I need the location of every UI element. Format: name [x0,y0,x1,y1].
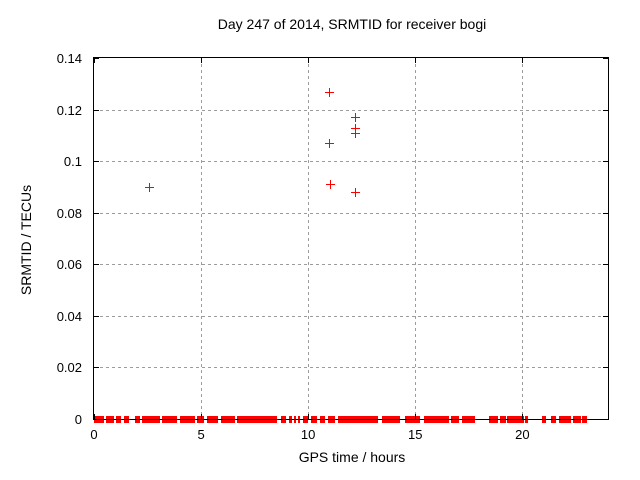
y-tick-label: 0 [74,412,82,427]
x-tick-mark [308,58,310,63]
x-tick-label: 10 [300,427,316,442]
y-tick-mark [94,315,99,317]
y-tick-mark [603,161,608,163]
data-point-marker [324,87,334,97]
x-tick-mark [522,414,524,419]
h-gridline [94,161,608,163]
x-tick-mark [201,58,203,63]
y-tick-label: 0.1 [63,154,82,170]
x-tick-label: 15 [408,427,423,442]
h-gridline [94,367,608,369]
h-gridline [94,212,608,214]
y-tick-mark [94,109,99,111]
x-axis-line-overlay [94,419,608,420]
x-tick-mark [308,414,310,419]
v-gridline [522,58,524,419]
data-point-marker [324,139,334,149]
y-tick-mark [603,367,608,369]
y-tick-mark [603,212,608,214]
data-point-marker [350,123,360,133]
h-gridline [94,264,608,266]
x-tick-label: 0 [90,427,98,442]
x-tick-mark [415,414,417,419]
y-tick-label: 0.14 [56,51,82,66]
y-tick-mark [94,212,99,214]
y-tick-mark [94,419,99,420]
plot-area [93,57,609,423]
v-gridline [201,58,203,419]
x-tick-label: 20 [515,427,530,442]
y-tick-mark [603,58,608,59]
v-gridline [308,58,310,419]
data-point-marker [145,182,155,192]
x-tick-label: 5 [197,427,205,442]
y-tick-label: 0.08 [56,205,82,221]
data-point-marker [351,113,361,123]
y-tick-mark [94,161,99,163]
data-point-marker [325,180,335,190]
chart-title: Day 247 of 2014, SRMTID for receiver bog… [217,16,487,32]
h-gridline [94,315,608,317]
h-gridline [94,109,608,111]
y-tick-label: 0.02 [56,360,82,376]
y-tick-label: 0.04 [56,308,82,324]
x-axis-title: GPS time / hours [298,449,406,465]
y-tick-mark [603,109,608,111]
x-tick-mark [201,414,203,419]
x-tick-mark [94,414,95,419]
y-tick-mark [94,58,99,59]
y-tick-mark [603,264,608,266]
y-tick-mark [94,367,99,369]
x-tick-mark [94,58,95,63]
y-tick-label: 0.06 [56,257,82,273]
x-tick-mark [415,58,417,63]
data-point-marker [351,128,361,138]
y-tick-mark [603,419,608,420]
y-tick-mark [603,315,608,317]
x-tick-mark [522,58,524,63]
y-tick-mark [94,264,99,266]
v-gridline [415,58,417,419]
data-point-marker [351,188,361,198]
y-tick-label: 0.12 [56,102,82,118]
